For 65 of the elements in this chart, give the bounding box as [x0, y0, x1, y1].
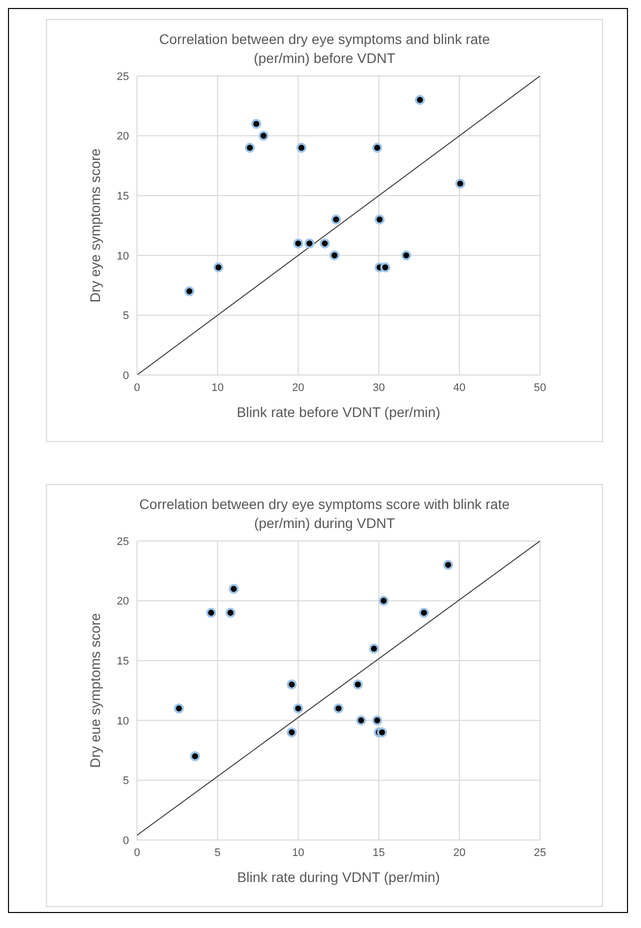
y-tick-label: 5	[122, 775, 129, 788]
chart-title: Correlation between dry eye symptoms and blink rate (per/min) before VDNT	[158, 30, 491, 68]
point	[380, 262, 390, 272]
point	[286, 680, 297, 690]
point	[418, 608, 429, 618]
y-tick-label: 20	[116, 596, 129, 608]
point	[296, 142, 306, 153]
point	[225, 608, 236, 618]
x-tick-label: 10	[292, 846, 304, 859]
point	[184, 286, 194, 296]
y-tick-label: 20	[116, 130, 129, 143]
point	[374, 214, 385, 225]
point	[356, 715, 366, 726]
point	[368, 644, 379, 654]
x-tick-label: 20	[292, 382, 304, 394]
point	[258, 130, 269, 141]
point	[352, 680, 363, 690]
y-tick-label: 15	[116, 190, 129, 203]
chart-title: Correlation between dry eye symptoms score with blink rate (per/min) during VDNT	[138, 495, 511, 533]
y-tick-label: 0	[122, 834, 129, 847]
point	[372, 142, 382, 153]
point	[401, 250, 412, 260]
point	[190, 751, 200, 762]
point	[331, 214, 342, 225]
x-tick-label: 40	[453, 382, 466, 394]
point	[244, 142, 255, 153]
point	[206, 608, 216, 618]
point	[293, 703, 304, 714]
x-axis-title: Blink rate before VDNT (per/min)	[236, 404, 440, 420]
point	[228, 584, 239, 594]
y-tick-label: 10	[116, 715, 129, 728]
point	[213, 262, 224, 272]
point	[174, 703, 184, 714]
point	[334, 703, 344, 714]
point	[443, 560, 454, 570]
y-axis-title: Dry eye symptoms score	[86, 148, 103, 303]
point	[286, 727, 297, 738]
point	[251, 118, 262, 129]
point	[414, 94, 425, 105]
x-tick-label: 50	[534, 382, 546, 394]
x-tick-label: 15	[372, 846, 385, 859]
x-tick-label: 0	[134, 382, 140, 394]
x-axis-title: Blink rate during VDNT (per/min)	[237, 869, 440, 885]
point	[372, 715, 382, 726]
y-tick-label: 0	[122, 370, 129, 382]
y-tick-label: 10	[116, 250, 129, 262]
x-tick-label: 5	[214, 846, 221, 859]
point	[329, 250, 340, 260]
y-tick-label: 15	[116, 656, 129, 668]
y-axis-title: Dry eue symptoms score	[86, 612, 103, 768]
y-tick-label: 25	[116, 70, 129, 83]
point	[378, 596, 389, 606]
x-tick-label: 25	[534, 846, 546, 859]
point	[455, 178, 466, 189]
page-frame: Correlation between dry eye symptoms and blink rate (per/min) before VDNT 0 10 20 30 40 50 Blink rate before VDNT (per/min) 0 5 10 15 20 25 Dry eye symptoms score Correlation between dry eye symptoms score with blink rate (per/min) during VDNT 0 5 10 15 20 25 Blink rate during VDNT (per/min) 0 5 10 15 20 25 Dry eue symptoms score	[8, 8, 628, 913]
y-tick-label: 5	[122, 310, 129, 322]
point	[377, 727, 388, 738]
x-tick-label: 20	[453, 846, 466, 859]
x-tick-label: 30	[372, 382, 385, 394]
x-tick-label: 0	[134, 846, 140, 859]
point	[293, 238, 304, 248]
point	[320, 238, 330, 248]
x-tick-label: 10	[211, 382, 224, 394]
point	[304, 238, 314, 248]
y-tick-label: 25	[116, 536, 129, 548]
